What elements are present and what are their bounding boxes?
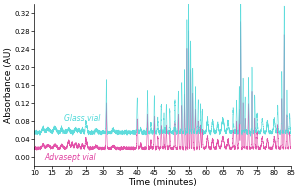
Text: Glass vial: Glass vial (64, 114, 100, 123)
X-axis label: Time (minutes): Time (minutes) (129, 178, 197, 187)
Text: Advasept vial: Advasept vial (45, 153, 96, 162)
Y-axis label: Absorbance (AU): Absorbance (AU) (4, 47, 13, 123)
